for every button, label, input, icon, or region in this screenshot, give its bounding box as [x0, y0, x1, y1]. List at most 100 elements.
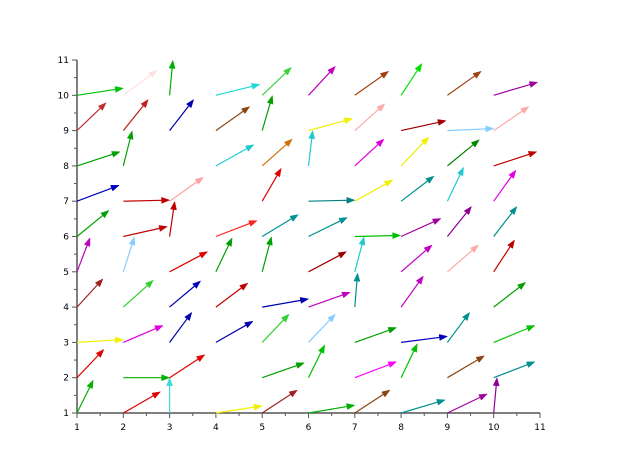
arrow-head — [128, 236, 136, 246]
x-tick-label: 7 — [352, 423, 358, 433]
arrow-head — [245, 144, 255, 152]
arrow-shaft — [76, 153, 113, 167]
arrow-shaft — [446, 174, 461, 202]
vector-arrow — [308, 291, 351, 308]
arrow-shaft — [261, 218, 292, 238]
vector-arrow — [307, 129, 316, 166]
vector-arrow — [447, 393, 488, 414]
arrow-head — [437, 119, 447, 126]
vector-arrow — [400, 218, 442, 238]
arrow-shaft — [308, 294, 343, 308]
vector-arrow — [400, 119, 447, 132]
arrow-shaft — [354, 244, 363, 272]
vector-arrow — [446, 166, 464, 202]
vector-arrow — [353, 272, 361, 308]
y-tick-label: 6 — [63, 233, 69, 243]
vector-arrow — [261, 138, 293, 167]
x-tick-label: 6 — [306, 423, 312, 433]
vector-arrow — [308, 313, 336, 343]
arrow-shaft — [400, 121, 439, 132]
arrow-head — [527, 151, 538, 158]
arrow-head — [432, 218, 442, 225]
vector-arrow — [76, 278, 104, 308]
arrow-shaft — [400, 69, 419, 96]
arrow-shaft — [169, 209, 175, 237]
vector-arrow — [169, 176, 204, 202]
arrow-head — [251, 83, 261, 90]
arrow-shaft — [76, 387, 91, 414]
x-tick-label: 10 — [488, 423, 500, 433]
vector-arrow — [400, 275, 424, 308]
arrow-head — [379, 70, 390, 79]
vector-arrow — [493, 205, 518, 237]
arrow-shaft — [354, 144, 379, 167]
vector-arrow — [76, 102, 107, 132]
arrow-shaft — [400, 249, 427, 273]
vector-arrow — [215, 282, 249, 308]
arrow-head — [353, 272, 361, 282]
arrow-head — [528, 81, 539, 88]
arrow-shaft — [447, 359, 478, 379]
vector-arrow — [493, 81, 539, 96]
arrow-shaft — [447, 249, 473, 273]
arrow-shaft — [215, 148, 248, 167]
arrow-head — [381, 389, 391, 398]
arrow-head — [472, 70, 482, 79]
arrow-head — [392, 232, 402, 239]
arrow-head — [423, 244, 433, 253]
arrow-head — [289, 214, 299, 222]
vector-arrow — [122, 98, 149, 131]
arrow-shaft — [169, 181, 198, 202]
arrow-shaft — [354, 393, 384, 414]
arrow-head — [475, 355, 486, 363]
arrow-shaft — [261, 244, 270, 272]
arrow-head — [308, 129, 316, 140]
arrow-shaft — [261, 174, 278, 202]
arrow-shaft — [401, 336, 440, 343]
arrow-shaft — [308, 220, 341, 238]
arrow-head — [520, 106, 530, 115]
vector-arrow — [169, 354, 206, 379]
arrow-shaft — [493, 286, 520, 308]
arrow-head — [337, 251, 348, 259]
vector-arrow — [261, 94, 274, 131]
vector-arrow — [354, 70, 390, 96]
vector-arrow — [447, 125, 495, 133]
arrow-head — [283, 138, 293, 148]
arrow-shaft — [308, 319, 331, 343]
arrow-shaft — [354, 183, 387, 202]
arrow-shaft — [261, 143, 287, 167]
vector-arrow — [308, 117, 354, 132]
vector-arrow — [169, 280, 202, 308]
arrow-shaft — [215, 324, 247, 343]
vector-arrow — [308, 217, 349, 238]
arrow-shaft — [122, 244, 133, 272]
arrow-shaft — [493, 212, 513, 237]
x-tick-label: 8 — [398, 423, 404, 433]
vector-arrow — [215, 220, 258, 238]
vector-arrow — [169, 311, 193, 343]
arrow-shaft — [169, 254, 201, 273]
arrow-shaft — [76, 107, 101, 132]
arrow-shaft — [354, 75, 383, 96]
arrow-head — [111, 151, 121, 158]
arrow-head — [346, 196, 356, 204]
arrow-shaft — [76, 354, 99, 379]
y-tick-label: 4 — [63, 303, 69, 313]
arrow-shaft — [400, 180, 428, 202]
arrow-head — [140, 98, 149, 109]
arrow-head — [288, 389, 298, 398]
arrow-shaft — [123, 395, 154, 414]
arrow-shaft — [122, 105, 144, 131]
arrow-shaft — [493, 327, 528, 343]
arrow-head — [509, 205, 518, 216]
arrow-shaft — [261, 103, 271, 131]
vector-arrow — [76, 151, 121, 167]
arrow-head — [295, 362, 306, 369]
arrow-head — [110, 185, 120, 192]
vector-arrow — [400, 136, 430, 167]
vector-arrow — [447, 70, 482, 96]
arrow-shaft — [215, 110, 244, 132]
x-tick-label: 9 — [445, 423, 451, 433]
arrow-head — [415, 275, 424, 285]
